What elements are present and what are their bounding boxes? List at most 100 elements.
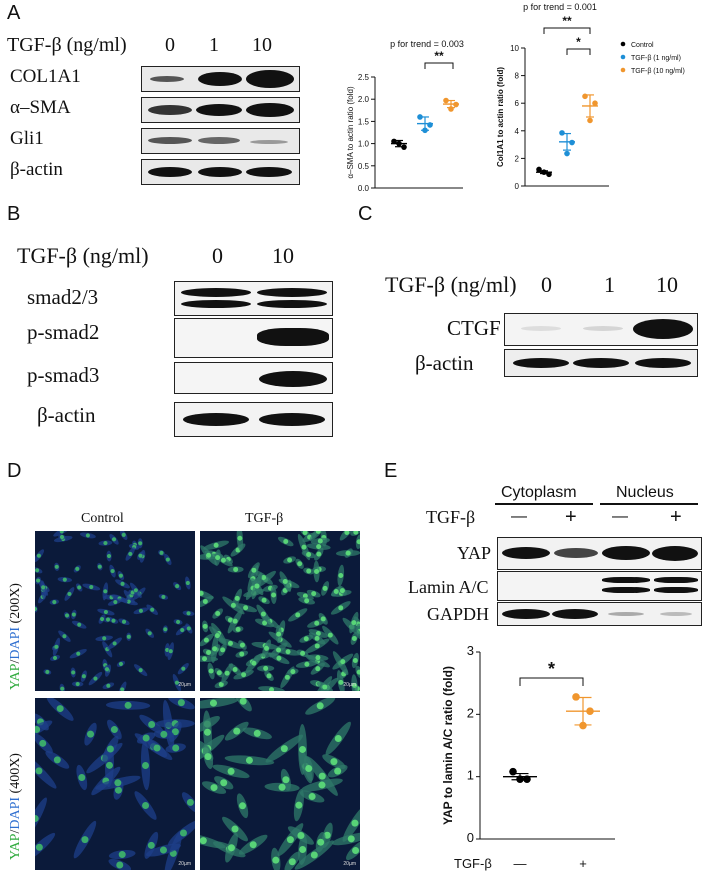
nucleus <box>35 843 43 851</box>
nucleus <box>111 537 117 542</box>
nucleus <box>237 535 243 541</box>
nucleus <box>302 531 308 536</box>
nucleus <box>305 764 313 773</box>
nucleus <box>163 627 168 632</box>
blot-e-lamin <box>497 571 702 601</box>
nucleus <box>118 661 124 666</box>
nucleus <box>272 856 280 864</box>
nucleus <box>78 773 86 781</box>
nucleus <box>118 573 123 578</box>
nucleus <box>118 851 126 859</box>
nucleus <box>112 641 117 646</box>
nucleus <box>106 553 112 559</box>
nucleus <box>200 837 207 845</box>
micrograph-tgfb-200x: 20µm <box>200 531 360 691</box>
panel-c-dose-1: 1 <box>604 272 615 297</box>
nucleus <box>148 720 156 728</box>
nucleus <box>338 572 344 578</box>
nucleus <box>126 599 131 604</box>
blot-b-bactin <box>174 402 333 437</box>
nucleus <box>142 801 150 810</box>
nucleus <box>172 744 180 752</box>
nucleus <box>186 798 194 806</box>
nucleus <box>213 542 219 548</box>
nucleus <box>62 634 67 639</box>
nucleus <box>62 577 67 582</box>
yap-stain-label: YAP <box>8 833 23 860</box>
nucleus <box>253 729 261 737</box>
x-tick-label: + <box>579 856 587 871</box>
data-point <box>564 150 570 157</box>
nucleus <box>239 802 247 810</box>
chart-col1a1: 0 2 4 6 8 10 Col1A1 to actin ratio (fold) p for… <box>496 2 685 191</box>
nucleus <box>271 592 277 598</box>
nucleus <box>333 588 339 594</box>
panel-d-row-label-200x: YAP/DAPI (200X) <box>8 583 24 690</box>
nucleus <box>262 620 268 626</box>
micrograph-control-400x: 20µm <box>35 698 195 870</box>
nucleus <box>356 669 360 675</box>
significance-bracket <box>424 62 454 69</box>
y-tick-label: 0 <box>515 182 520 191</box>
nucleus <box>317 538 323 544</box>
nucleus <box>290 669 296 675</box>
data-point <box>443 97 449 104</box>
nucleus <box>297 832 305 840</box>
panel-c-treatment-label: TGF-β (ng/ml) <box>385 272 517 297</box>
nucleus <box>220 557 226 563</box>
legend-label: TGF-β (1 ng/ml) <box>631 55 681 62</box>
nucleus <box>260 611 266 617</box>
nucleus <box>295 612 301 618</box>
nucleus <box>308 793 316 801</box>
nucleus <box>214 633 220 639</box>
nucleus <box>35 767 43 775</box>
scale-bar-label: 20µm <box>178 682 191 688</box>
panel-b-row-smad23: smad2/3 <box>27 285 99 309</box>
nucleus <box>220 647 226 653</box>
nucleus <box>212 646 218 652</box>
chart-title: p for trend = 0.003 <box>390 39 464 49</box>
nucleus <box>208 668 214 674</box>
nucleus <box>110 726 118 734</box>
nucleus <box>120 581 125 586</box>
nucleus <box>215 555 221 561</box>
significance-bracket <box>566 48 591 55</box>
nucleus <box>77 622 82 627</box>
nucleus <box>278 783 286 791</box>
nucleus <box>52 600 57 605</box>
nucleus <box>64 613 70 618</box>
panel-a-dose-1: 1 <box>209 34 219 56</box>
nucleus <box>56 705 64 713</box>
nucleus <box>276 647 282 653</box>
nucleus <box>105 761 113 769</box>
y-tick-label: 1.0 <box>358 140 370 149</box>
nucleus <box>165 557 170 562</box>
panel-a-row-col1a1: COL1A1 <box>10 66 81 87</box>
legend-marker <box>620 41 626 47</box>
nucleus <box>339 588 345 594</box>
nucleus <box>174 680 179 685</box>
nucleus <box>121 532 126 537</box>
nucleus <box>124 701 132 709</box>
nucleus <box>159 550 164 555</box>
data-point <box>417 114 423 120</box>
y-tick-label: 4 <box>515 127 520 136</box>
panel-a-row-asma: α–SMA <box>10 97 71 118</box>
nucleus <box>105 617 111 622</box>
nucleus <box>352 847 360 855</box>
sign-nuc-minus: — <box>612 508 628 525</box>
nucleus <box>235 626 241 632</box>
y-axis-label: α–SMA to actin ratio (fold) <box>346 86 355 179</box>
nucleus <box>160 730 168 738</box>
micrograph-control-200x: 20µm <box>35 531 195 691</box>
nucleus <box>71 612 76 617</box>
nucleus <box>304 661 310 667</box>
nucleus <box>175 619 181 625</box>
nucleus <box>233 727 241 735</box>
nucleus <box>352 682 358 688</box>
nucleus <box>181 666 186 671</box>
y-axis-label: YAP to lamin A/C ratio (fold) <box>441 666 455 825</box>
nucleus <box>232 666 238 672</box>
nucleus <box>111 618 116 623</box>
nucleus <box>113 599 118 605</box>
